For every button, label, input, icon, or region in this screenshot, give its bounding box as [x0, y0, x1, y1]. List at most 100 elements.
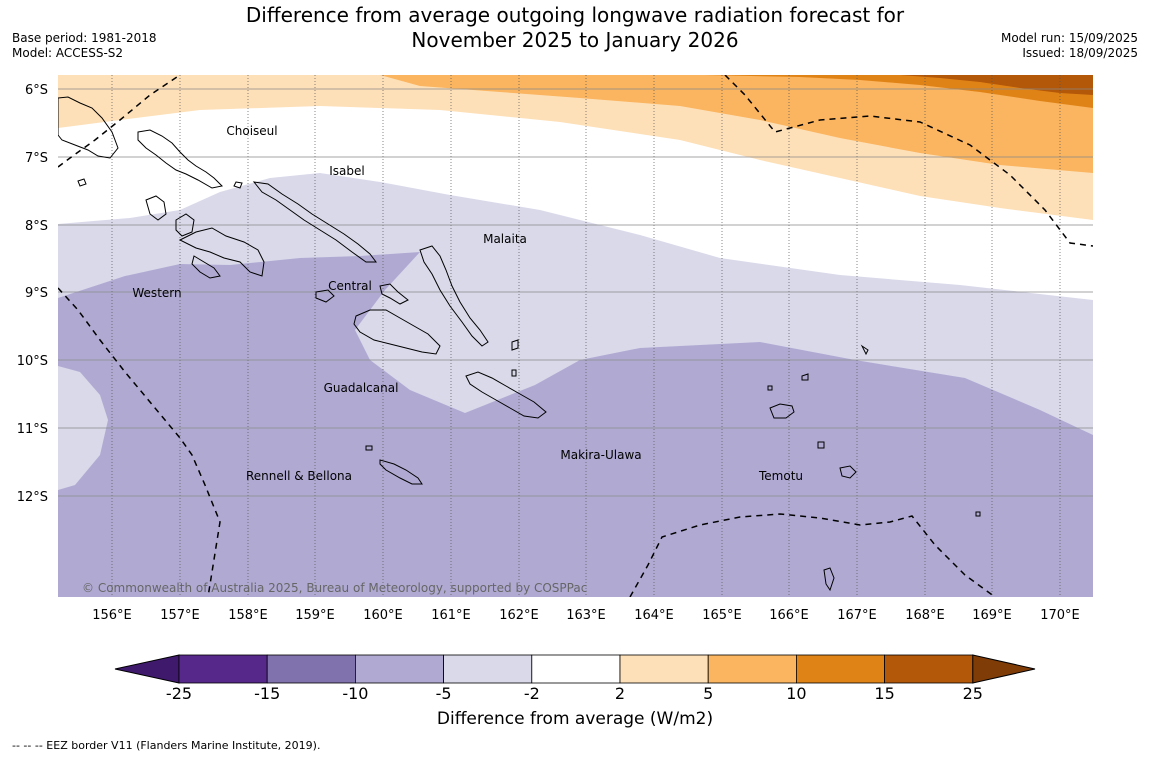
title-line-1: Difference from average outgoing longwav… — [245, 3, 905, 27]
eez-borders — [58, 75, 1093, 597]
colorbar-tick-label: 5 — [703, 684, 713, 703]
island-duff — [860, 344, 869, 356]
label-guadalcanal: Guadalcanal — [324, 381, 399, 395]
colorbar: -25 -15 -10 -5 -2 2 5 10 15 25 — [114, 654, 1036, 703]
model-name: Model: ACCESS-S2 — [12, 46, 124, 60]
lat-label: 6°S — [25, 83, 48, 98]
meta-right: Model run: 15/09/2025 Issued: 18/09/2025 — [1001, 31, 1138, 61]
island-choiseul — [137, 129, 224, 189]
colorbar-label: Difference from average (W/m2) — [436, 709, 714, 729]
longitude-axis: 156°E 157°E 158°E 159°E 160°E 161°E 162°… — [92, 608, 1080, 623]
eez-footnote: -- -- -- EEZ border V11 (Flanders Marine… — [12, 739, 321, 752]
island-small-malaita — [511, 339, 519, 351]
lon-label: 158°E — [228, 608, 268, 623]
island-anuta — [767, 385, 773, 391]
island-kolombangara — [175, 213, 195, 237]
island-bellona — [365, 445, 373, 451]
eez-border-south — [629, 513, 996, 597]
base-period: Base period: 1981-2018 — [12, 31, 157, 45]
lon-label: 160°E — [363, 608, 403, 623]
island-reef-islands — [801, 373, 809, 381]
label-temotu: Temotu — [758, 469, 803, 483]
colorbar-extend-high — [972, 654, 1036, 684]
colorbar-swatch — [884, 654, 974, 684]
lon-label: 167°E — [837, 608, 877, 623]
latitude-axis: 6°S 7°S 8°S 9°S 10°S 11°S 12°S — [17, 83, 48, 505]
island-russell — [379, 283, 409, 305]
island-fatutaka — [823, 567, 835, 592]
lon-label: 170°E — [1040, 608, 1080, 623]
eez-border-west — [58, 287, 221, 597]
label-choiseul: Choiseul — [226, 124, 277, 138]
meta-left: Base period: 1981-2018 Model: ACCESS-S2 — [12, 31, 157, 61]
island-shortlands — [77, 178, 87, 187]
lat-label: 7°S — [25, 151, 48, 166]
colorbar-extend-low — [114, 654, 180, 684]
copyright-notice: © Commonwealth of Australia 2025, Bureau… — [82, 581, 587, 595]
colorbar-swatch — [619, 654, 709, 684]
label-rennell-bellona: Rennell & Bellona — [246, 469, 352, 483]
label-makira-ulawa: Makira-Ulawa — [560, 448, 641, 462]
island-vanikoro — [839, 465, 857, 479]
island-rennell — [379, 459, 423, 485]
colorbar-swatch — [178, 654, 268, 684]
lat-label: 12°S — [17, 490, 48, 505]
label-western: Western — [132, 286, 181, 300]
band-15-to-25 — [900, 75, 1093, 95]
island-small-isabel — [233, 181, 243, 189]
eez-border-north-east — [724, 75, 1093, 247]
colorbar-swatch — [707, 654, 797, 684]
lon-label: 164°E — [634, 608, 674, 623]
title-line-2: November 2025 to January 2026 — [411, 28, 739, 52]
colorbar-tick-label: 25 — [963, 684, 983, 703]
colorbar-swatch — [354, 654, 444, 684]
lat-label: 10°S — [17, 354, 48, 369]
colorbar-swatch — [531, 654, 621, 684]
band-5-to-10 — [380, 75, 1093, 173]
island-malaita — [419, 245, 489, 347]
lat-label: 8°S — [25, 219, 48, 234]
islands — [58, 96, 981, 592]
island-santa-cruz — [769, 403, 795, 419]
lon-label: 169°E — [972, 608, 1012, 623]
colorbar-tick-label: 15 — [874, 684, 894, 703]
island-utupua — [817, 441, 825, 449]
model-run: Model run: 15/09/2025 — [1000, 31, 1138, 45]
island-tikopia — [975, 511, 981, 517]
colorbar-tick-label: -5 — [436, 684, 452, 703]
colorbar-swatch — [796, 654, 886, 684]
island-guadalcanal — [353, 309, 441, 355]
colorbar-tick-label: -2 — [524, 684, 540, 703]
province-labels: Choiseul Isabel Malaita Western Central … — [132, 124, 803, 483]
map-title: Difference from average outgoing longwav… — [0, 3, 1150, 53]
grid-lines — [58, 75, 1093, 597]
lon-label: 162°E — [499, 608, 539, 623]
island-bougainville — [58, 96, 119, 159]
eez-border-north-west — [58, 75, 181, 168]
lon-label: 157°E — [160, 608, 200, 623]
island-vangunu — [191, 255, 221, 279]
lon-label: 168°E — [905, 608, 945, 623]
island-florida — [315, 289, 335, 303]
colorbar-tick-label: -10 — [342, 684, 368, 703]
lat-label: 11°S — [17, 422, 48, 437]
colorbar-tick-label: -15 — [254, 684, 280, 703]
island-santa-isabel — [252, 181, 377, 263]
lon-label: 159°E — [295, 608, 335, 623]
anomaly-field — [58, 75, 1093, 597]
lon-label: 166°E — [769, 608, 809, 623]
colorbar-swatch — [443, 654, 533, 684]
island-new-georgia — [178, 227, 265, 277]
label-isabel: Isabel — [329, 164, 364, 178]
lon-label: 156°E — [92, 608, 132, 623]
lat-label: 9°S — [25, 286, 48, 301]
colorbar-tick-label: -25 — [166, 684, 192, 703]
issued-date: Issued: 18/09/2025 — [1022, 46, 1138, 60]
colorbar-tick-label: 10 — [786, 684, 806, 703]
island-vella-lavella — [145, 195, 167, 221]
colorbar-tick-label: 2 — [615, 684, 625, 703]
island-ulawa — [511, 369, 517, 377]
label-malaita: Malaita — [483, 232, 527, 246]
lon-label: 165°E — [702, 608, 742, 623]
